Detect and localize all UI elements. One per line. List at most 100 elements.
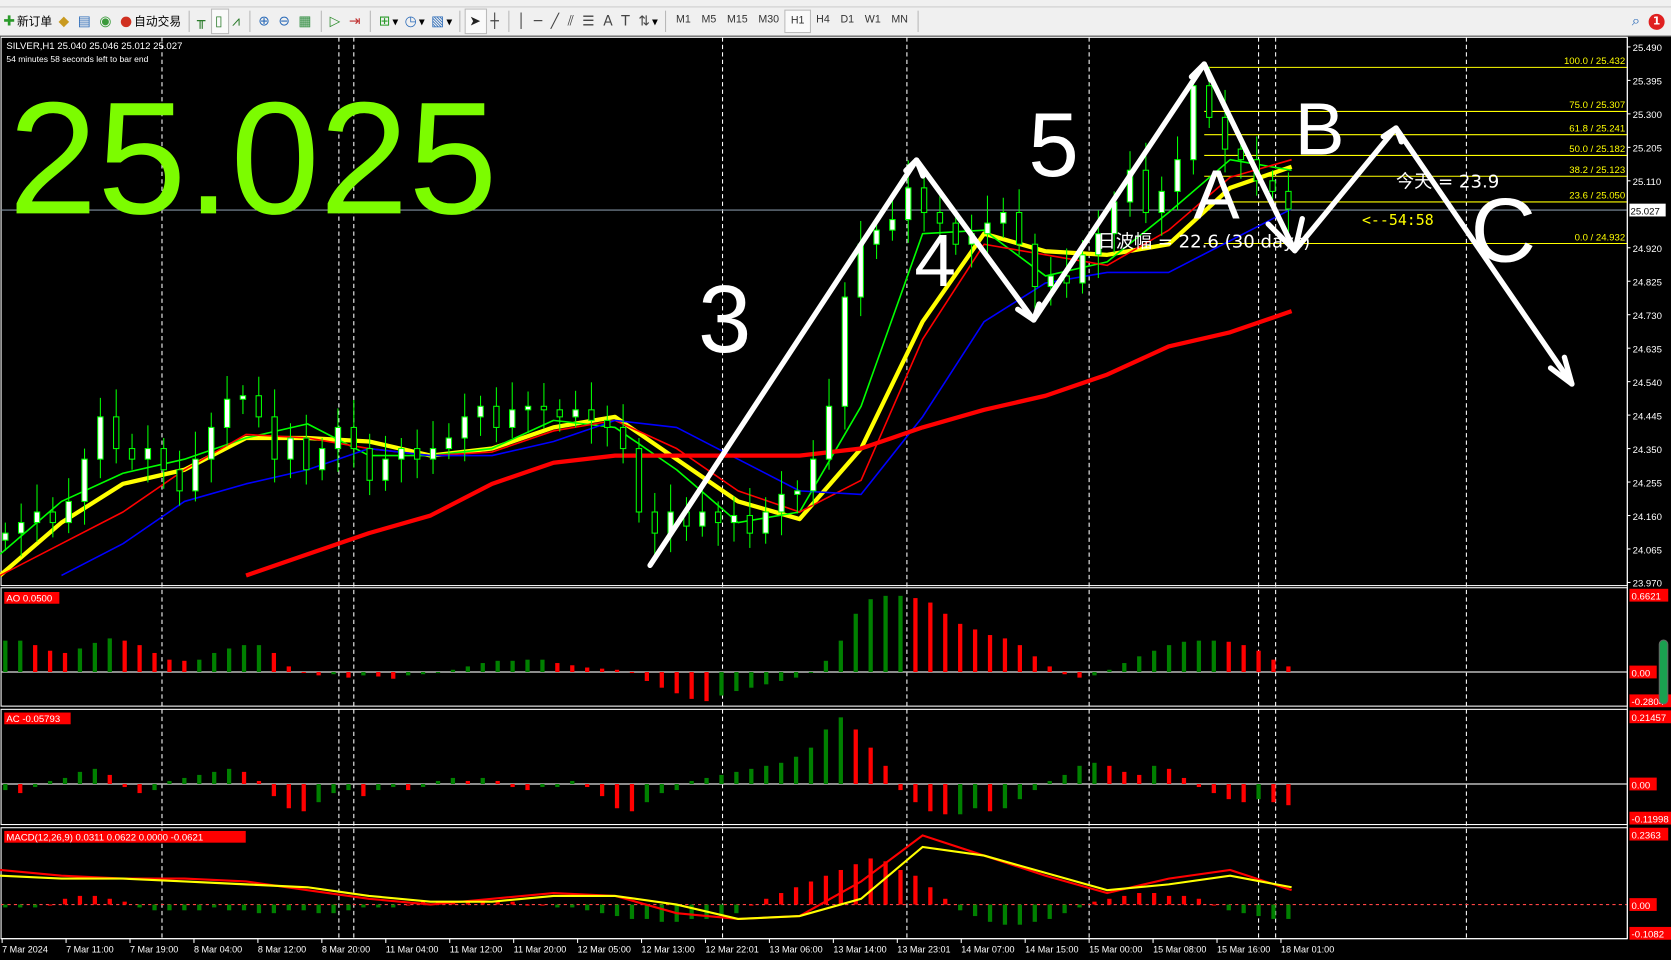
today-text: 今天 = 23.9 (1396, 172, 1499, 193)
wave-path (647, 61, 1575, 569)
new-order-button[interactable]: ✚ 新订单 (0, 10, 55, 33)
timeframe-m5[interactable]: M5 (701, 13, 717, 26)
auto-scroll-button[interactable]: ▷ (326, 10, 345, 33)
tile-windows-button[interactable]: ▦ (295, 10, 317, 33)
macd-histogram-bar (137, 904, 142, 908)
arrows-button[interactable]: ⇅ ▾ (638, 13, 658, 30)
ao-bar (480, 663, 485, 673)
zoom-in-button[interactable]: ⊕ (255, 10, 275, 33)
market-watch-button[interactable]: ◆ (55, 10, 74, 33)
wave-label: 3 (698, 266, 751, 373)
line-chart-button[interactable]: ⩘ (229, 10, 245, 33)
macd-histogram-bar (167, 904, 172, 911)
macd-histogram-bar (913, 875, 918, 905)
zoom-out-icon: ⊖ (278, 13, 290, 30)
candle-body (841, 296, 849, 407)
timeframe-m30[interactable]: M30 (758, 13, 780, 26)
fibonacci-button[interactable]: ☰ (579, 10, 600, 33)
moving-average-line (245, 309, 1293, 578)
ac-bar (47, 780, 53, 785)
candle-body (493, 405, 500, 428)
ao-bar (614, 669, 620, 673)
bar-chart-button[interactable]: ╥ (194, 10, 211, 33)
ao-bar (1286, 666, 1291, 673)
ao-bar (585, 667, 590, 673)
candle-body (730, 514, 738, 524)
timeframe-m15[interactable]: M15 (726, 13, 748, 26)
navigator-button[interactable]: ▤ (74, 10, 96, 33)
fib-level-label: 100.0 / 25.432 (1564, 56, 1625, 67)
ac-bar (1017, 784, 1022, 800)
ao-bar (92, 642, 97, 673)
macd-histogram-bar (958, 904, 963, 911)
indicator-tick-bg (1629, 827, 1669, 841)
text-button[interactable]: A (600, 10, 618, 33)
ao-bar (197, 659, 202, 673)
time-tick-label: 7 Mar 11:00 (66, 945, 114, 955)
notification-badge[interactable]: 1 (1648, 13, 1665, 30)
time-tick-label: 7 Mar 2024 (2, 945, 48, 955)
toolbar-right: ⌕ 1 (1632, 13, 1671, 30)
auto-trading-button[interactable]: ● 自动交易 (117, 10, 185, 33)
ac-bar (286, 784, 291, 809)
price-tick-label: 25.205 (1633, 144, 1662, 155)
search-icon[interactable]: ⌕ (1631, 12, 1641, 30)
cursor-button[interactable]: ➤ (465, 8, 488, 35)
current-price-box (1629, 203, 1666, 217)
candle-body (1269, 180, 1276, 192)
ao-bar (361, 672, 366, 676)
ao-bar (271, 652, 277, 673)
ao-bar (838, 640, 843, 673)
toolbar-divider (249, 10, 251, 33)
macd-histogram-bar (599, 904, 605, 914)
ac-bar (62, 777, 68, 785)
timeframe-w1[interactable]: W1 (864, 13, 881, 26)
candle-body (746, 514, 754, 534)
macd-histogram-bar (62, 898, 68, 905)
vertical-line-button[interactable]: │ (514, 10, 531, 33)
candle-body (635, 448, 643, 513)
macd-histogram-bar (406, 904, 411, 906)
macd-histogram-bar (1107, 898, 1112, 905)
ao-bar (659, 672, 664, 688)
timeframe-mn[interactable]: MN (891, 13, 909, 26)
ac-bar (361, 784, 366, 797)
channel-button[interactable]: ⫽ (564, 10, 579, 33)
zoom-out-button[interactable]: ⊖ (275, 10, 295, 33)
channel-icon: ⫽ (567, 13, 574, 30)
horizontal-line-button[interactable]: ─ (531, 10, 548, 33)
ac-bar (77, 771, 83, 785)
ac-bar (704, 777, 709, 785)
trendline-button[interactable]: ╱ (548, 10, 565, 33)
candlestick-button[interactable]: ▯ (210, 8, 229, 35)
templates-button[interactable]: ▧ ▾ (431, 13, 453, 30)
timeframe-m1[interactable]: M1 (676, 13, 691, 26)
macd-histogram-bar (226, 904, 232, 911)
chart-shift-button[interactable]: ⇥ (346, 10, 366, 33)
ac-bar (1256, 784, 1261, 800)
indicators-button[interactable]: ⊞ ▾ (378, 13, 399, 30)
candle-body (1158, 190, 1165, 214)
ao-bar (943, 613, 948, 673)
macd-histogram-bar (659, 904, 664, 922)
crosshair-button[interactable]: ┼ (487, 10, 504, 33)
ao-bar (1107, 669, 1112, 673)
timeframe-h1[interactable]: H1 (784, 9, 811, 34)
signals-button[interactable]: ◉ (96, 10, 117, 33)
ac-bar (585, 784, 590, 788)
ao-bar (286, 666, 291, 673)
ao-bar (256, 645, 262, 673)
timeframe-h4[interactable]: H4 (816, 13, 830, 26)
macd-histogram-bar (1241, 904, 1246, 914)
periods-button[interactable]: ◷ ▾ (404, 13, 425, 30)
timeframe-d1[interactable]: D1 (840, 13, 855, 26)
macd-histogram-bar (898, 869, 903, 905)
candle-body (699, 511, 706, 527)
time-tick-label: 13 Mar 23:01 (897, 945, 950, 955)
indicator-tick-bg (1629, 710, 1671, 724)
ac-bar (793, 756, 799, 785)
candle-body (318, 448, 326, 471)
text-label-button[interactable]: T (618, 10, 635, 33)
